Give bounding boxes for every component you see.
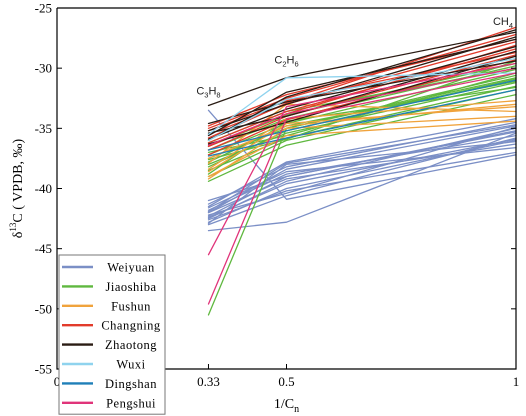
x-tick-label: 0 (54, 374, 61, 389)
series-wuxi-line-1 (207, 72, 517, 135)
annotation-layer: C3H8 C2H6 CH4 (196, 16, 513, 100)
series-pengshui-line-1 (207, 62, 517, 256)
y-tick-label: -45 (35, 241, 52, 256)
y-tick-label: -40 (35, 181, 52, 196)
series-zhaotong-line-2 (207, 38, 517, 137)
series-zhaotong-line-3 (207, 45, 517, 140)
legend-label-fushun: Fushun (111, 299, 151, 313)
series-layer (207, 26, 517, 316)
series-pengshui-line-2 (207, 72, 517, 305)
legend-box (58, 254, 166, 415)
series-weiyuan-line-9 (207, 137, 517, 226)
series-wuxi (207, 57, 517, 142)
y-tick-label: -25 (35, 1, 52, 16)
x-tick-label: 0.5 (278, 374, 294, 389)
y-axis-title: δ13C ( VPDB, ‰) (8, 138, 26, 238)
y-tick-label: -50 (35, 301, 52, 316)
series-weiyuan-line-6 (207, 139, 517, 223)
legend: Weiyuan Jiaoshiba Fushun Changning Zhaotong W… (58, 254, 166, 415)
series-pengshui-line-3 (207, 67, 517, 146)
series-weiyuan-line-11 (207, 132, 517, 232)
series-weiyuan-line-10 (207, 151, 517, 221)
series-fushun-line-6 (207, 103, 517, 160)
series-jiaoshiba-line-12 (207, 86, 517, 175)
x-tick-label: 0.33 (197, 374, 220, 389)
series-dingshan (207, 79, 517, 157)
x-tick-label: 1 (513, 374, 520, 389)
series-weiyuan-line-4 (207, 134, 517, 211)
series-zhaotong-line-6 (207, 29, 517, 142)
series-fushun-line-1 (207, 106, 517, 173)
annotation-1: C3H8 (196, 86, 220, 100)
series-fushun-line-2 (207, 115, 517, 180)
series-dingshan-line-2 (207, 89, 517, 157)
legend-label-jiaoshiba: Jiaoshiba (105, 280, 156, 294)
legend-label-weiyuan: Weiyuan (107, 261, 155, 275)
series-fushun-line-5 (207, 120, 517, 178)
x-axis-title: 1/Cn (274, 397, 299, 415)
series-weiyuan-line-16 (207, 131, 517, 202)
legend-label-pengshui: Pengshui (106, 396, 156, 410)
series-pengshui (207, 62, 517, 305)
series-dingshan-line-1 (207, 79, 517, 151)
series-weiyuan (207, 109, 517, 232)
series-wuxi-line-2 (207, 57, 517, 142)
y-tick-label: -30 (35, 61, 52, 76)
legend-label-dingshan: Dingshan (105, 377, 157, 391)
legend-label-zhaotong: Zhaotong (105, 338, 157, 352)
legend-label-wuxi: Wuxi (116, 358, 145, 372)
series-changning-line-2 (207, 48, 517, 144)
series-jiaoshiba-line-1 (207, 81, 517, 166)
axes-layer: -55 -50 -45 -40 -35 -30 -25 0 0.33 0.5 1 1/Cn δ13C (… (8, 1, 519, 416)
y-tick-label: -35 (35, 121, 52, 136)
series-weiyuan-line-14 (207, 146, 517, 209)
legend-label-changning: Changning (101, 319, 161, 333)
series-changning-line-3 (207, 33, 517, 129)
annotation-2: C2H6 (274, 54, 298, 68)
annotation-3: CH4 (493, 16, 513, 30)
series-zhaotong-line-5 (207, 36, 517, 132)
series-weiyuan-line-17 (207, 140, 517, 225)
y-tick-label: -55 (35, 362, 52, 377)
